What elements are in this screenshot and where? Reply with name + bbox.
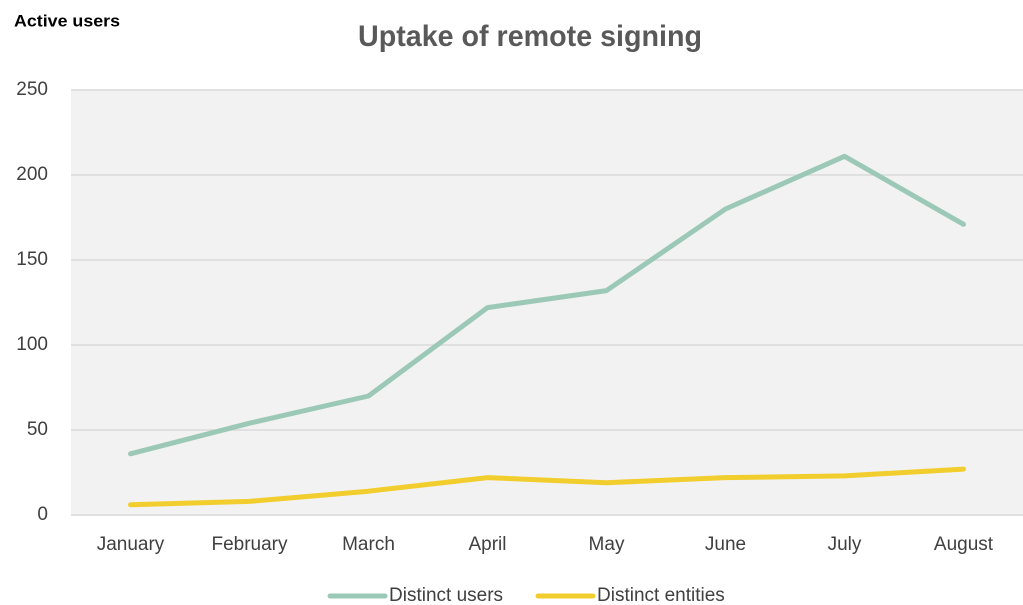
plot-area bbox=[71, 90, 1023, 515]
x-tick-label: January bbox=[97, 534, 165, 555]
y-tick-label: 100 bbox=[16, 334, 48, 355]
y-tick-label: 0 bbox=[37, 504, 48, 525]
series-line bbox=[128, 466, 966, 508]
x-tick-label: June bbox=[705, 534, 746, 555]
x-tick-label: April bbox=[468, 534, 506, 555]
x-tick-label: May bbox=[589, 534, 625, 555]
series-line bbox=[128, 153, 966, 457]
y-tick-label: 50 bbox=[27, 419, 48, 440]
y-axis-label: Active users bbox=[14, 11, 120, 30]
legend-label: Distinct users bbox=[389, 585, 503, 605]
legend-label: Distinct entities bbox=[597, 585, 725, 605]
x-tick-label: February bbox=[211, 534, 288, 555]
chart-title: Uptake of remote signing bbox=[358, 20, 702, 53]
x-tick-label: March bbox=[342, 534, 395, 555]
x-tick-label: August bbox=[934, 534, 994, 555]
y-tick-label: 200 bbox=[16, 164, 48, 185]
y-tick-label: 150 bbox=[16, 249, 48, 270]
y-tick-label: 250 bbox=[16, 79, 48, 100]
x-tick-label: July bbox=[828, 534, 862, 555]
